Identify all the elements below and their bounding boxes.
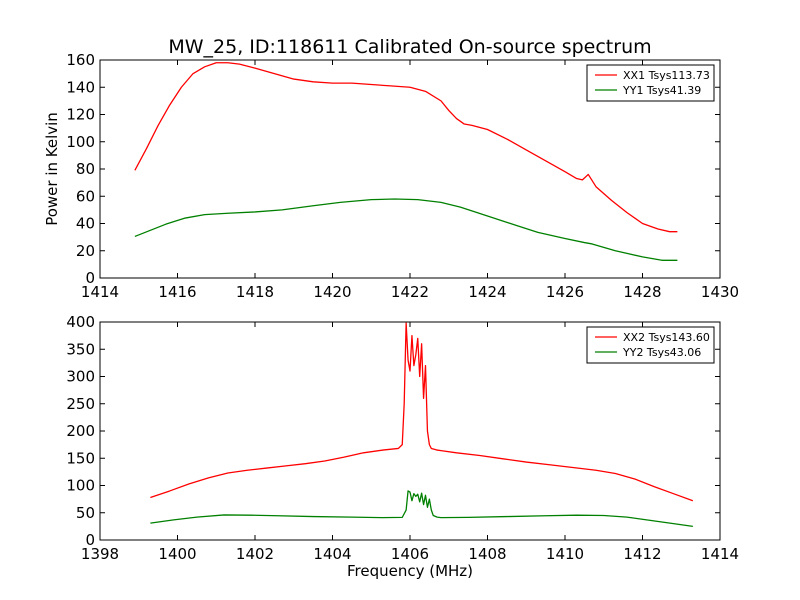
x-tick-label: 1416: [158, 283, 196, 301]
y-tick-label: 0: [85, 269, 95, 287]
legend-box: [586, 64, 715, 102]
x-tick-label: 1414: [701, 545, 739, 563]
y-tick-label: 350: [66, 340, 95, 358]
x-tick-label: 1422: [391, 283, 429, 301]
series-line-yy: [134, 198, 678, 261]
x-tick-label: 1428: [623, 283, 661, 301]
y-tick-label: 200: [66, 422, 95, 440]
x-tick-label: 1408: [468, 545, 506, 563]
legend-entry: YY2 Tsys43.06: [622, 346, 701, 359]
y-tick-label: 100: [66, 133, 95, 151]
x-axis-label: Frequency (MHz): [347, 562, 473, 580]
x-tick-label: 1420: [313, 283, 351, 301]
x-tick-label: 1418: [236, 283, 274, 301]
x-tick-label: 1424: [468, 283, 506, 301]
y-tick-label: 60: [76, 187, 95, 205]
series-line-xx: [134, 62, 678, 233]
x-tick-label: 1398: [81, 545, 119, 563]
y-tick-label: 300: [66, 368, 95, 386]
y-tick-label: 50: [76, 504, 95, 522]
y-tick-label: 400: [66, 313, 95, 331]
x-tick-label: 1402: [236, 545, 274, 563]
legend-entry: XX2 Tsys143.60: [623, 331, 710, 344]
x-tick-label: 1400: [158, 545, 196, 563]
legend-entry: XX1 Tsys113.73: [623, 69, 710, 82]
x-tick-label: 1430: [701, 283, 739, 301]
y-tick-label: 80: [76, 160, 95, 178]
y-tick-label: 160: [66, 51, 95, 69]
x-tick-label: 1412: [623, 545, 661, 563]
legend: XX1 Tsys113.73 YY1 Tsys41.39: [586, 64, 715, 102]
top-subplot: 1414 1416 1418 1420 1422 1424 1426 1428 1430 0 20 4…: [43, 51, 739, 301]
series-line-xx: [150, 322, 694, 502]
x-tick-label: 1426: [546, 283, 584, 301]
y-tick-label: 120: [66, 106, 95, 124]
legend-box: [586, 326, 715, 364]
y-tick-label: 140: [66, 78, 95, 96]
y-tick-label: 0: [85, 531, 95, 549]
x-tick-label: 1410: [546, 545, 584, 563]
y-tick-label: 20: [76, 242, 95, 260]
y-tick-label: 250: [66, 395, 95, 413]
x-tick-label: 1414: [81, 283, 119, 301]
legend-entry: YY1 Tsys41.39: [622, 84, 701, 97]
bottom-subplot: 1398 1400 1402 1404 1406 1408 1410 1412 1414 0 50 1…: [66, 313, 739, 580]
y-axis-label: Power in Kelvin: [43, 112, 61, 226]
legend: XX2 Tsys143.60 YY2 Tsys43.06: [586, 326, 715, 364]
y-tick-label: 100: [66, 477, 95, 495]
y-tick-label: 150: [66, 449, 95, 467]
x-tick-label: 1404: [313, 545, 351, 563]
series-line-yy: [150, 490, 693, 528]
y-tick-label: 40: [76, 215, 95, 233]
x-tick-label: 1406: [391, 545, 429, 563]
chart-title: MW_25, ID:118611 Calibrated On-source sp…: [168, 36, 651, 58]
